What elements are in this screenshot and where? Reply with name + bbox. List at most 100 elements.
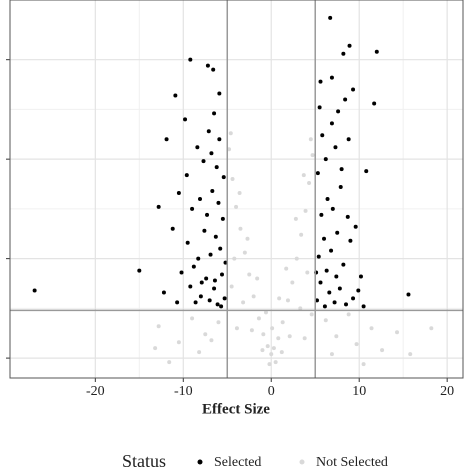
point bbox=[361, 362, 366, 367]
point bbox=[260, 348, 265, 353]
point bbox=[199, 280, 204, 285]
point bbox=[212, 286, 217, 291]
point bbox=[301, 173, 306, 178]
x-tick-label: 10 bbox=[352, 384, 366, 399]
point bbox=[364, 169, 369, 174]
point bbox=[270, 326, 275, 331]
point bbox=[273, 360, 278, 365]
point bbox=[263, 310, 268, 315]
point bbox=[245, 236, 250, 241]
x-tick-label: -20 bbox=[86, 384, 105, 399]
point bbox=[234, 326, 239, 331]
point bbox=[325, 196, 330, 201]
point bbox=[217, 137, 222, 142]
point bbox=[302, 336, 307, 341]
point bbox=[238, 226, 243, 231]
point bbox=[372, 101, 377, 106]
point bbox=[345, 214, 350, 219]
point bbox=[309, 312, 314, 317]
point bbox=[298, 306, 303, 311]
point bbox=[276, 336, 281, 341]
point bbox=[338, 185, 343, 190]
point bbox=[332, 300, 337, 305]
point bbox=[317, 105, 322, 110]
point bbox=[333, 145, 338, 150]
point bbox=[198, 294, 203, 299]
point bbox=[339, 167, 344, 172]
point bbox=[255, 276, 260, 281]
point bbox=[299, 232, 304, 237]
point bbox=[329, 352, 334, 357]
legend-marker bbox=[299, 459, 305, 465]
point bbox=[229, 284, 234, 289]
point bbox=[202, 228, 207, 233]
point bbox=[329, 121, 334, 126]
point bbox=[265, 344, 270, 349]
point bbox=[319, 212, 324, 217]
point bbox=[277, 296, 282, 301]
point bbox=[241, 300, 246, 305]
point bbox=[328, 15, 333, 20]
point bbox=[335, 230, 340, 235]
x-tick-label: 0 bbox=[268, 384, 275, 399]
point bbox=[176, 190, 181, 195]
point bbox=[256, 316, 261, 321]
point bbox=[204, 276, 209, 281]
point bbox=[216, 320, 221, 325]
point bbox=[221, 175, 226, 180]
point bbox=[318, 79, 323, 84]
point bbox=[303, 208, 308, 213]
point bbox=[207, 298, 212, 303]
point bbox=[164, 137, 169, 142]
point bbox=[329, 248, 334, 253]
point bbox=[323, 157, 328, 162]
point bbox=[170, 226, 175, 231]
point bbox=[285, 298, 290, 303]
point bbox=[206, 129, 211, 134]
point bbox=[406, 292, 411, 297]
legend-label: Not Selected bbox=[316, 455, 388, 470]
point bbox=[341, 51, 346, 56]
point bbox=[351, 296, 356, 301]
point bbox=[316, 254, 321, 259]
point bbox=[156, 204, 161, 209]
point bbox=[267, 362, 272, 367]
point bbox=[197, 350, 202, 355]
point bbox=[287, 334, 292, 339]
point bbox=[176, 340, 181, 345]
point bbox=[293, 216, 298, 221]
point bbox=[209, 338, 214, 343]
point bbox=[322, 236, 327, 241]
point bbox=[188, 57, 193, 62]
x-tick-label: 20 bbox=[440, 384, 454, 399]
point bbox=[193, 300, 198, 305]
point bbox=[429, 326, 434, 331]
point bbox=[205, 63, 210, 68]
point bbox=[208, 252, 213, 257]
point bbox=[251, 294, 256, 299]
point bbox=[153, 346, 158, 351]
point bbox=[290, 280, 295, 285]
point bbox=[183, 117, 188, 122]
point bbox=[269, 352, 274, 357]
point bbox=[184, 173, 189, 178]
point bbox=[227, 147, 232, 152]
point bbox=[334, 334, 339, 339]
point bbox=[228, 131, 233, 136]
point bbox=[310, 153, 315, 158]
plot-border bbox=[9, 0, 464, 379]
point bbox=[188, 284, 193, 289]
point bbox=[216, 200, 221, 205]
point bbox=[185, 240, 190, 245]
point bbox=[348, 238, 353, 243]
point bbox=[220, 216, 225, 221]
point bbox=[343, 97, 348, 102]
point bbox=[215, 302, 220, 307]
point bbox=[32, 288, 37, 293]
point bbox=[323, 318, 328, 323]
point bbox=[315, 171, 320, 176]
point bbox=[395, 330, 400, 335]
point bbox=[190, 316, 195, 321]
point bbox=[211, 67, 216, 72]
